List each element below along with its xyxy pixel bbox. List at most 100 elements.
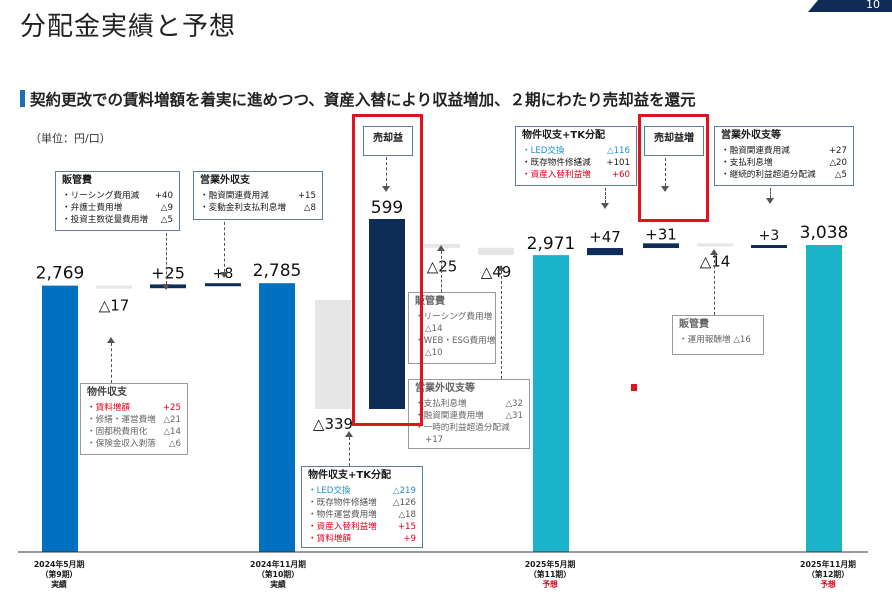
data-label: △339 bbox=[313, 415, 353, 433]
arrow-head bbox=[162, 284, 170, 290]
arrow-line bbox=[441, 251, 442, 292]
data-label: +25 bbox=[151, 263, 185, 282]
callout-title: 販管費 bbox=[679, 319, 709, 330]
callout-row: ・支払利息増 △20 bbox=[721, 158, 847, 168]
arrow-head bbox=[766, 198, 774, 204]
waterfall-bar-increase bbox=[369, 219, 405, 409]
data-label: 2,769 bbox=[36, 264, 85, 284]
waterfall-bar-total bbox=[533, 255, 569, 553]
arrow-head bbox=[661, 186, 669, 192]
callout-row: ・リーシング費用増 bbox=[415, 312, 493, 322]
callout-row: ・資産入替利益増 +60 bbox=[522, 170, 630, 180]
data-label: 599 bbox=[371, 198, 403, 218]
callout-row: ・運用報酬増 △16 bbox=[679, 335, 751, 345]
waterfall-bar-total bbox=[806, 245, 842, 552]
callout-row: ・保険金収入剥落 △6 bbox=[87, 439, 181, 449]
callout-row: ・一時的利益超過分配減 bbox=[415, 423, 510, 433]
callout-row: ・変動金利支払利息増 △8 bbox=[200, 203, 316, 213]
callout-row: ・弁護士費用増 △9 bbox=[62, 203, 173, 213]
arrow-line bbox=[224, 222, 225, 272]
waterfall-bar-increase bbox=[587, 248, 623, 256]
callout-row: ・LED交換 △116 bbox=[522, 146, 630, 156]
callout-row: ・投資主数従量費用増 △5 bbox=[62, 215, 173, 225]
highlight-frame-sale-gain-increase bbox=[638, 114, 709, 222]
callout-eigyogai-2: 営業外収支等 ・支払利息増 △32 ・融資関連費用増 △31 ・一時的利益超過分配減… bbox=[408, 379, 530, 449]
callout-row: ・リーシング費用減 +40 bbox=[62, 191, 173, 201]
callout-row: ・固都税費用化 △14 bbox=[87, 427, 181, 437]
arrow-line bbox=[386, 157, 387, 186]
page-number: 10 bbox=[866, 0, 880, 11]
callout-bukken-3: 物件収支+TK分配 ・LED交換 △116 ・既存物件修繕減 +101 ・資産入替利… bbox=[515, 126, 637, 186]
x-label-period-1: 2024年5月期 （第9期） 実績 bbox=[33, 560, 85, 589]
callout-title: 営業外収支等 bbox=[721, 130, 781, 141]
page-title: 分配金実績と予想 bbox=[20, 12, 237, 42]
arrow-line bbox=[714, 255, 715, 315]
callout-row: ・資産入替利益増 +15 bbox=[308, 522, 416, 532]
callout-row: ・既存物件修繕増 △126 bbox=[308, 498, 416, 508]
arrow-head bbox=[437, 245, 445, 251]
arrow-head bbox=[601, 203, 609, 209]
callout-eigyogai-3: 営業外収支等 ・融資関連費用減 +27 ・支払利息増 △20 ・継続的利益超過分配減… bbox=[714, 126, 854, 186]
callout-title: 物件収支 bbox=[87, 387, 127, 398]
callout-title: 物件収支+TK分配 bbox=[308, 470, 391, 481]
data-label: △17 bbox=[99, 297, 130, 315]
callout-row: ・賃料増額 +9 bbox=[308, 534, 416, 544]
waterfall-bar-decrease bbox=[315, 300, 351, 409]
arrow-line bbox=[501, 271, 502, 379]
callout-row: ・WEB・ESG費用増 bbox=[415, 336, 496, 346]
data-label: △49 bbox=[481, 263, 512, 281]
callout-title: 販管費 bbox=[62, 175, 92, 186]
callout-title: 営業外収支 bbox=[200, 175, 250, 186]
arrow-head bbox=[345, 431, 353, 437]
callout-row: △10 bbox=[425, 348, 443, 358]
x-label-period-4: 2025年11月期 （第12期） 予想 bbox=[800, 560, 856, 589]
callout-hankan-1: 販管費 ・リーシング費用減 +40 ・弁護士費用増 △9 ・投資主数従量費用増 △5 bbox=[55, 171, 180, 231]
arrow-head bbox=[497, 265, 505, 271]
arrow-head bbox=[220, 272, 228, 278]
callout-eigyogai-1: 営業外収支 ・融資関連費用減 +15 ・変動金利支払利息増 △8 bbox=[193, 171, 323, 220]
arrow-head bbox=[107, 337, 115, 343]
data-label: △14 bbox=[700, 252, 731, 270]
callout-title: 物件収支+TK分配 bbox=[522, 130, 605, 141]
data-label: △25 bbox=[427, 258, 458, 276]
data-label: +31 bbox=[645, 225, 677, 243]
callout-title: 営業外収支等 bbox=[415, 383, 475, 394]
callout-row: ・LED交換 △219 bbox=[308, 486, 416, 496]
callout-row: ・修繕・運営費増 △21 bbox=[87, 415, 181, 425]
arrow-line bbox=[111, 343, 112, 383]
callout-row: +17 bbox=[425, 435, 444, 445]
page-subtitle: 契約更改での賃料増額を着実に進めつつ、資産入替により収益増加、２期にわたり売却益… bbox=[30, 91, 696, 109]
unit-label: （単位：円/口） bbox=[30, 132, 111, 145]
callout-bukken-1: 物件収支 ・賃料増額 +25 ・修繕・運営費増 △21 ・固都税費用化 △14 ・保険… bbox=[80, 383, 188, 455]
data-label: 2,785 bbox=[253, 261, 302, 281]
arrow-line bbox=[770, 188, 771, 198]
callout-row: ・融資関連費用減 +27 bbox=[721, 146, 847, 156]
page-number-tab bbox=[808, 0, 892, 12]
waterfall-bar-decrease bbox=[478, 247, 514, 256]
arrow-line bbox=[665, 158, 666, 186]
callout-row: ・既存物件修繕減 +101 bbox=[522, 158, 630, 168]
data-label: +3 bbox=[759, 228, 780, 244]
callout-row: △14 bbox=[425, 324, 443, 334]
waterfall-bar-total bbox=[42, 285, 78, 552]
highlight-frame-sale-gain bbox=[352, 114, 423, 426]
waterfall-bar-decrease bbox=[96, 285, 132, 289]
red-marker bbox=[631, 384, 637, 391]
arrow-head bbox=[710, 249, 718, 255]
callout-title: 売却益増 bbox=[654, 133, 694, 144]
callout-row: ・賃料増額 +25 bbox=[87, 403, 181, 413]
callout-baikyaku-1: 売却益 bbox=[363, 126, 413, 156]
arrow-line bbox=[349, 437, 350, 466]
waterfall-bar-increase bbox=[205, 283, 241, 287]
data-label: +47 bbox=[589, 228, 621, 246]
data-label: 3,038 bbox=[800, 223, 849, 243]
arrow-line bbox=[166, 233, 167, 284]
x-label-period-3: 2025年5月期 （第11期） 予想 bbox=[524, 560, 576, 589]
data-label: 2,971 bbox=[527, 234, 576, 254]
callout-baikyaku-2: 売却益増 bbox=[644, 126, 704, 156]
waterfall-bar-increase bbox=[643, 243, 679, 249]
callout-bukken-2: 物件収支+TK分配 ・LED交換 △219 ・既存物件修繕増 △126 ・物件運営費… bbox=[301, 466, 423, 548]
arrow-line bbox=[605, 188, 606, 203]
callout-row: ・支払利息増 △32 bbox=[415, 399, 523, 409]
